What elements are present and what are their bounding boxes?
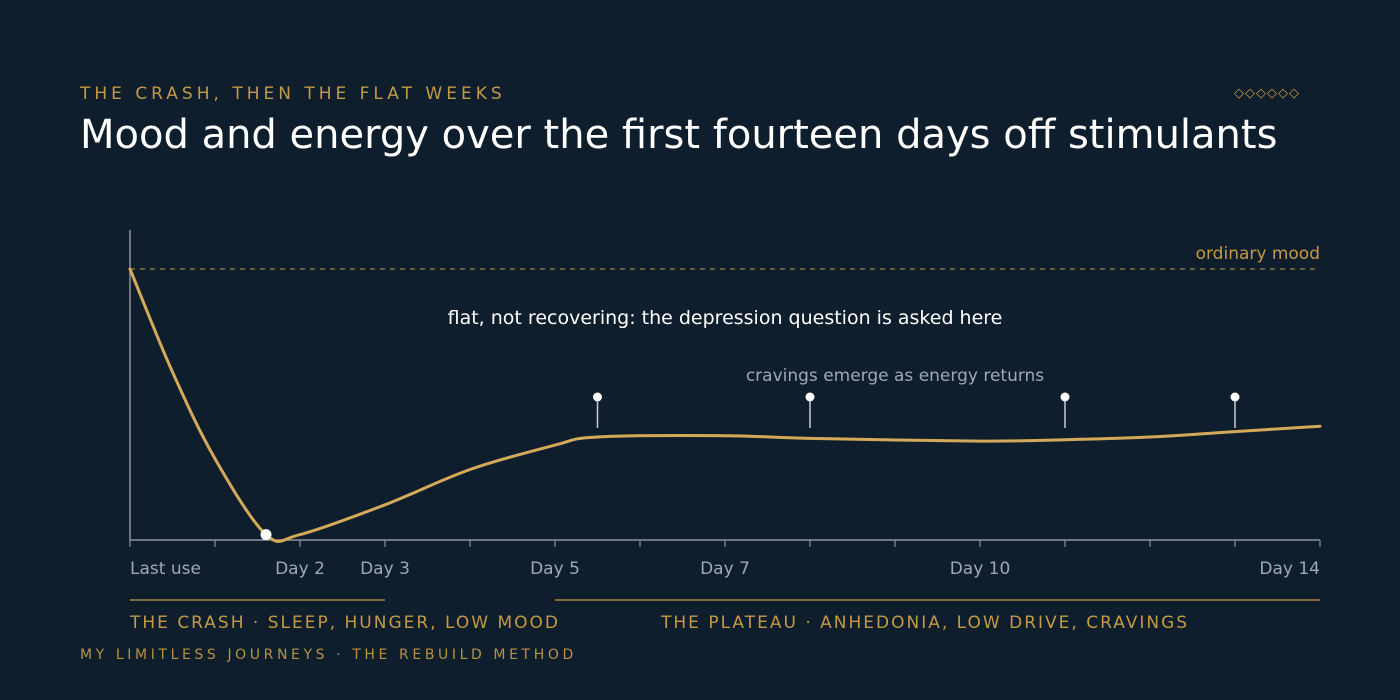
x-tick-label: Day 14	[1259, 559, 1320, 579]
x-tick-label: Day 7	[700, 559, 750, 579]
annotation-flat: flat, not recovering: the depression que…	[448, 307, 1003, 329]
phase-label-crash: THE CRASH · SLEEP, HUNGER, LOW MOOD	[130, 613, 560, 633]
eyebrow-label: THE CRASH, THEN THE FLAT WEEKS	[80, 84, 506, 104]
x-tick-label: Day 5	[530, 559, 580, 579]
diamond-ornament-icon: ◇◇◇◇◇◇	[1234, 86, 1300, 101]
annotation-cravings: cravings emerge as energy returns	[746, 366, 1044, 386]
x-tick-label: Last use	[130, 559, 201, 579]
minimum-marker	[260, 529, 272, 541]
craving-marker-dot	[593, 392, 602, 402]
x-tick-label: Day 10	[950, 559, 1011, 579]
x-tick-label: Day 2	[275, 559, 325, 579]
series-line-mood	[128, 267, 1322, 543]
craving-marker-dot	[1060, 392, 1070, 402]
phase-label-plateau: THE PLATEAU · ANHEDONIA, LOW DRIVE, CRAV…	[661, 613, 1190, 633]
x-tick-label: Day 3	[360, 559, 410, 579]
craving-marker-dot	[805, 392, 815, 402]
reference-label: ordinary mood	[1196, 244, 1320, 264]
footer-brand: MY LIMITLESS JOURNEYS · THE REBUILD METH…	[80, 647, 577, 663]
page-title: Mood and energy over the first fourteen …	[80, 112, 1278, 158]
craving-marker-dot	[1230, 392, 1240, 402]
